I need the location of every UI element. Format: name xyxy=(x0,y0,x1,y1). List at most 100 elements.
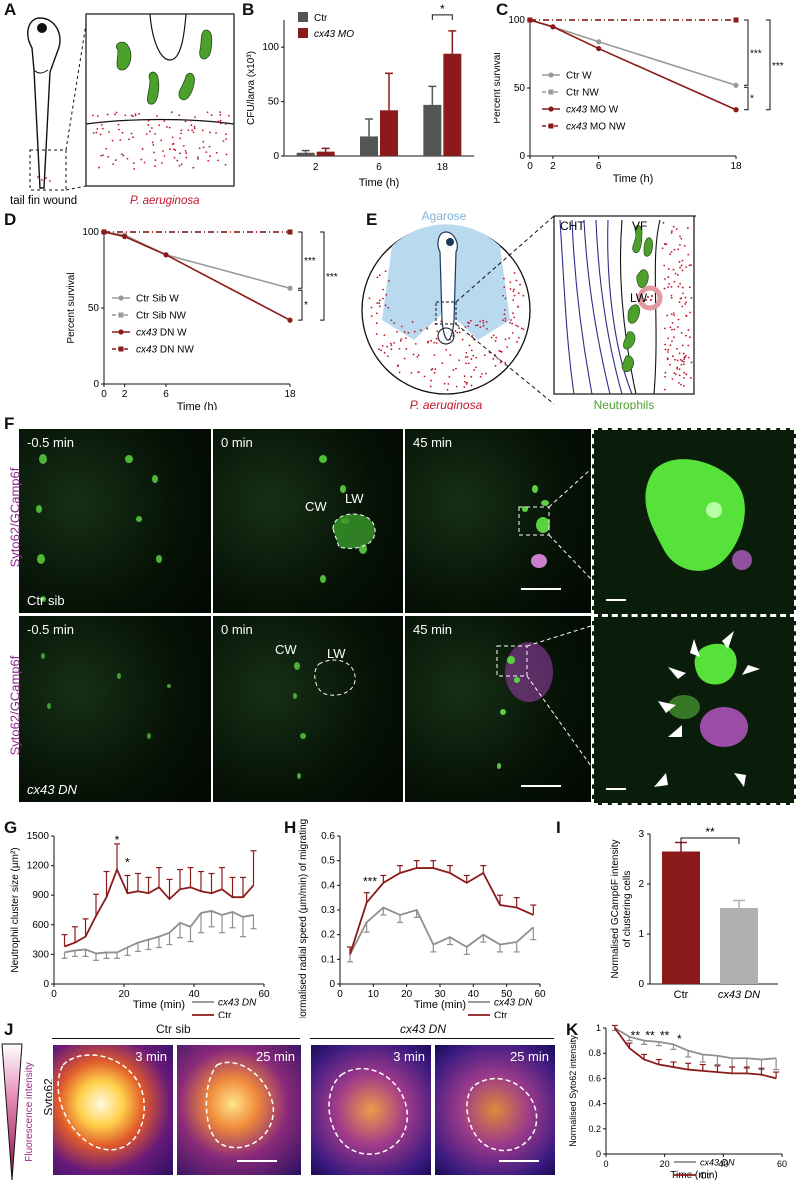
bacteria-dot xyxy=(398,371,401,374)
bacteria-dot xyxy=(375,312,378,315)
bacteria-dot xyxy=(678,381,680,384)
y-tick-label: 0.2 xyxy=(588,1124,601,1134)
legend-label: Ctr xyxy=(700,1171,712,1181)
bacteria-dot xyxy=(396,365,399,368)
significance-bracket xyxy=(298,231,303,289)
bacteria-dot xyxy=(666,314,669,317)
bacteria-dot xyxy=(448,375,451,378)
x-tick-label: 2 xyxy=(550,161,556,172)
bacteria-dot xyxy=(447,383,450,385)
bacteria-dot xyxy=(511,332,514,334)
bacteria-dot xyxy=(485,328,488,330)
bacteria-dot xyxy=(100,123,103,126)
bacteria-dot xyxy=(685,314,688,317)
bacteria-dot xyxy=(466,381,468,384)
bar xyxy=(380,110,398,156)
legend-label: cx43 DN xyxy=(218,998,257,1009)
bacteria-dot xyxy=(151,127,153,129)
bacteria-dot xyxy=(219,111,222,113)
bacteria-dot xyxy=(108,131,110,133)
bacteria-dot xyxy=(219,122,222,125)
bacteria-dot xyxy=(676,347,678,350)
micrograph-cx43-before: -0.5 min cx43 DN xyxy=(18,615,212,803)
bacteria-dot xyxy=(201,129,204,132)
bacteria-dot xyxy=(140,158,143,161)
bacteria-dot xyxy=(419,329,422,332)
bacteria-dot xyxy=(163,154,166,157)
bacteria-dot xyxy=(676,366,679,369)
neutrophil-cluster-zoom xyxy=(606,631,760,790)
data-point xyxy=(101,229,107,235)
bacteria-dot xyxy=(215,132,217,134)
bacteria-dot xyxy=(669,253,672,256)
bacteria-dot xyxy=(506,346,509,348)
bacteria-dot xyxy=(681,360,684,362)
bacteria-dot xyxy=(494,339,497,342)
micrograph-cx43-zoom xyxy=(592,615,796,805)
bacteria-dot xyxy=(688,286,691,289)
bacteria-dot xyxy=(677,285,680,288)
bacteria-dot xyxy=(667,337,670,340)
panel-label-j: J xyxy=(4,1020,14,1039)
bacteria-dot xyxy=(383,351,386,354)
bar xyxy=(360,136,378,156)
bar xyxy=(423,104,442,156)
stain-label-row1: Syto62/GCamp6f xyxy=(7,467,23,568)
bacteria-dot xyxy=(99,133,102,136)
bacteria-dot xyxy=(469,319,472,322)
bacteria-dot xyxy=(180,132,183,135)
bacteria-dot xyxy=(516,340,518,343)
bacteria-dot xyxy=(684,296,687,299)
bacteria-dot xyxy=(664,371,667,374)
bacteria-dot xyxy=(219,114,222,116)
legend-label: cx43 DN xyxy=(700,1158,735,1168)
bacteria-dot xyxy=(483,354,486,357)
x-tick-label: 40 xyxy=(188,989,200,1000)
bacteria-dot xyxy=(670,251,673,253)
micrograph-ctr-sib-zoom xyxy=(592,428,796,616)
legend-marker xyxy=(118,312,124,318)
bacteria-dot xyxy=(219,119,222,122)
panel-label-e: E xyxy=(366,210,378,229)
bacteria-dot xyxy=(452,369,455,371)
bacteria-dot xyxy=(682,376,685,379)
x-tick-label: 18 xyxy=(730,161,742,172)
bacteria-dot xyxy=(106,113,109,116)
chart-b-cfu-bar: 0 50 100 CFU/larva (x10³) Time (h) 2 6 18 Ctr cx4… xyxy=(246,2,474,189)
bacteria-dot xyxy=(670,296,673,299)
bacteria-dot xyxy=(672,268,675,271)
bacteria-dot xyxy=(455,385,458,388)
bacteria-dot xyxy=(468,322,471,325)
micrograph-ctr-sib-wound: 0 min CW LW xyxy=(212,428,404,614)
y-tick-label: 100 xyxy=(508,15,525,26)
bacteria-dot xyxy=(662,221,665,224)
bacteria-dot xyxy=(513,294,516,297)
y-tick-label: 100 xyxy=(262,42,279,53)
bacteria-dot xyxy=(670,313,673,316)
bacteria-dot xyxy=(388,279,390,282)
x-axis-label: Time (h) xyxy=(613,173,654,185)
bacteria-dot xyxy=(689,311,691,314)
bacteria-dot xyxy=(682,360,685,363)
series-line xyxy=(349,906,534,955)
bacteria-dot xyxy=(467,362,470,365)
heatmap-ctr-3min: 3 min xyxy=(52,1044,174,1176)
bacteria-dot xyxy=(423,375,426,378)
bacteria-dot xyxy=(685,334,687,337)
bacteria-dot xyxy=(405,337,407,340)
bacteria-dot xyxy=(517,292,520,294)
bacteria-dot xyxy=(464,380,466,383)
bacteria-dot xyxy=(111,139,114,142)
panel-label-f: F xyxy=(4,414,15,433)
bacteria-dot xyxy=(667,351,669,353)
bacteria-dot xyxy=(179,137,182,140)
x-tick-label: 0 xyxy=(527,161,533,172)
pseudomonas-label-a: P. aeruginosa xyxy=(130,195,199,207)
bacteria-dot xyxy=(479,375,482,378)
cht-label: CHT xyxy=(560,219,585,233)
x-tick-label: 0 xyxy=(101,389,107,400)
bacteria-dot xyxy=(492,334,495,337)
bacteria-dot xyxy=(479,326,482,329)
bacteria-dot xyxy=(685,301,687,304)
bacteria-dot xyxy=(470,358,473,360)
